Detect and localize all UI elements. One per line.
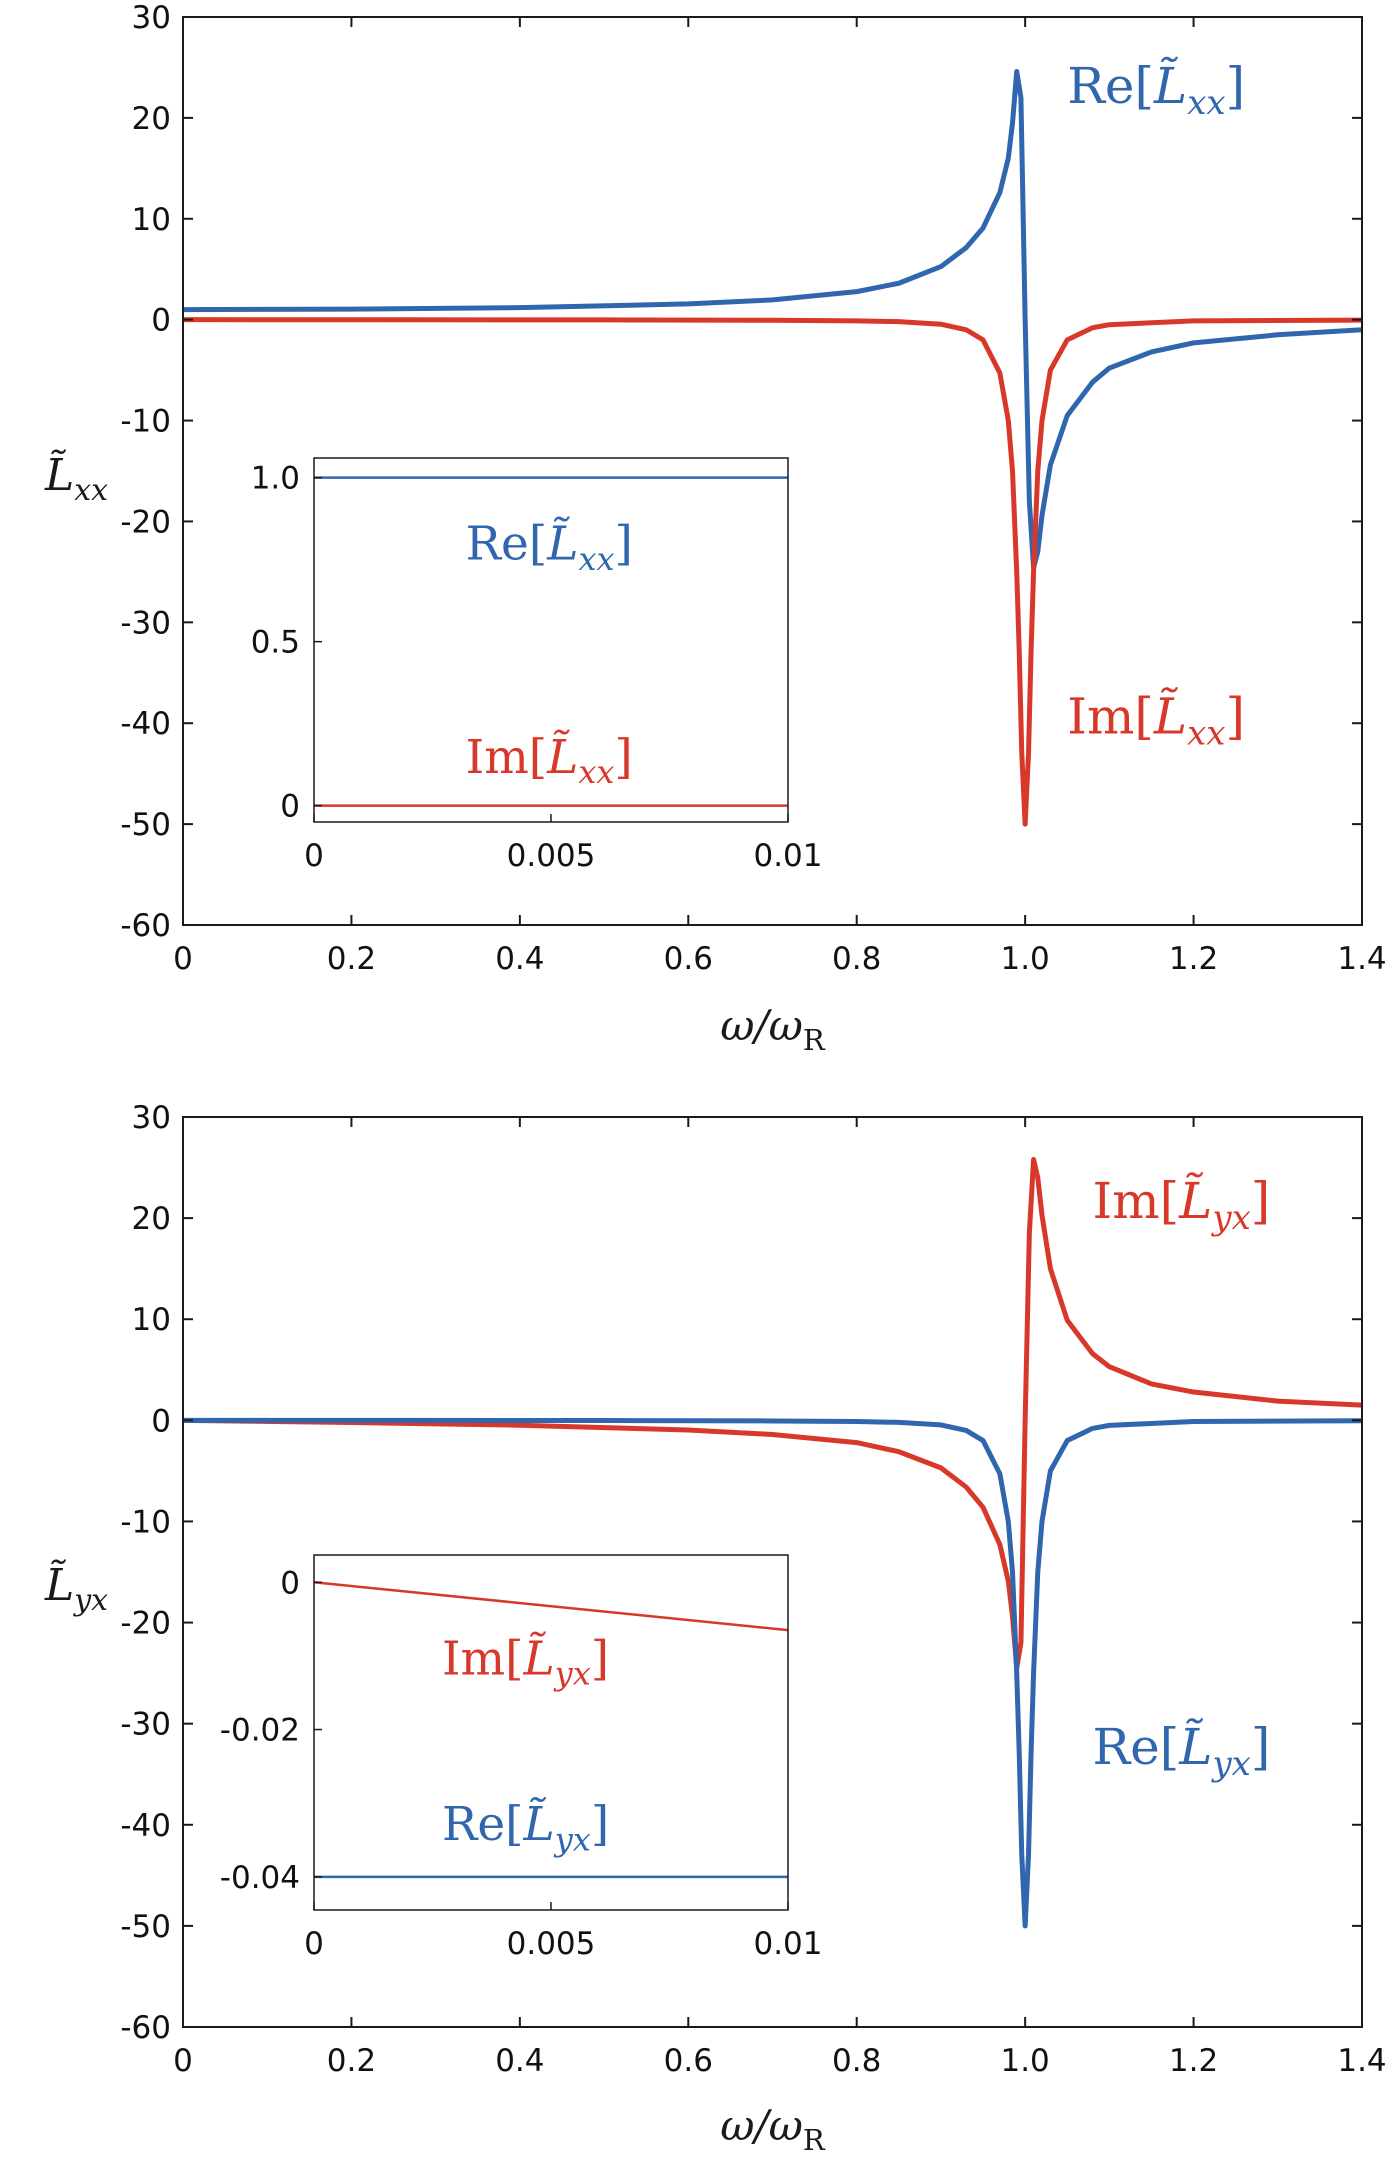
inset-y-tick-label: 1.0 — [251, 461, 300, 497]
inset-x-tick-label: 0 — [304, 838, 324, 874]
x-tick-label: 0.8 — [832, 2043, 881, 2079]
x-tick-label: 1.4 — [1337, 2043, 1386, 2079]
y-tick-label: -10 — [120, 1504, 171, 1540]
inset-y-tick-label: 0.5 — [251, 625, 300, 661]
inset-bottom: 0 0.005 0.01 0 -0.02 -0.04 Im[L̃yx] Re[L̃yx] — [220, 1554, 823, 1962]
inset-background — [314, 458, 788, 822]
inset-y-tick-label: -0.02 — [220, 1713, 300, 1749]
series-label-re: Re[L̃xx] — [1067, 56, 1245, 123]
y-tick-label: 20 — [132, 1201, 171, 1237]
y-tick-label: 30 — [132, 1100, 171, 1136]
x-tick-label: 0 — [173, 2043, 193, 2079]
inset-x-tick-label: 0.01 — [753, 838, 822, 874]
inset-x-tick-label: 0 — [304, 1926, 324, 1962]
inset-series-line-im — [313, 1581, 789, 1632]
x-tick-label: 0.6 — [664, 941, 713, 977]
series-label-re: Re[L̃yx] — [1093, 1717, 1271, 1784]
x-axis-label: ω/ωR — [720, 2101, 826, 2157]
y-tick-label: -60 — [120, 908, 171, 944]
y-tick-label: 30 — [132, 0, 171, 36]
series-line-re-bottom — [183, 1417, 1362, 1929]
x-axis-label: ω/ωR — [720, 1001, 826, 1057]
y-tick-label: -40 — [120, 1808, 171, 1844]
x-tick-label: 0 — [173, 941, 193, 977]
inset-series-label-re: Re[L̃yx] — [442, 1796, 609, 1858]
inset-y-tick-label: -0.04 — [220, 1860, 300, 1896]
series-line-im-top — [183, 317, 1362, 827]
inset-y-tick-label: 0 — [280, 1565, 300, 1601]
chart-top: 0 0.2 0.4 0.6 0.8 1.0 1.2 1.4 30 20 10 0 -10 -20 -30 -4… — [44, 0, 1387, 1057]
chart-bottom: 0 0.2 0.4 0.6 0.8 1.0 1.2 1.4 30 20 10 0 -10 -20 -30 -4… — [44, 1100, 1387, 2157]
y-tick-label: -50 — [120, 1909, 171, 1945]
x-tick-label: 0.6 — [664, 2043, 713, 2079]
y-tick-label: -30 — [120, 1707, 171, 1743]
y-tick-label: 10 — [132, 202, 171, 238]
x-tick-label: 0.2 — [327, 2043, 376, 2079]
y-tick-label: 0 — [151, 1403, 171, 1439]
inset-y-tick-label: 0 — [280, 789, 300, 825]
x-tick-label: 1.4 — [1337, 941, 1386, 977]
x-tick-label: 0.4 — [495, 941, 544, 977]
y-tick-label: -50 — [120, 807, 171, 843]
y-tick-label: -10 — [120, 404, 171, 440]
x-tick-label: 1.2 — [1169, 941, 1218, 977]
y-tick-label: -60 — [120, 2010, 171, 2046]
inset-top: 0 0.005 0.01 1.0 0.5 0 Re[L̃xx] Im[L̃xx] — [251, 457, 823, 874]
inset-series-label-im: Im[L̃xx] — [466, 729, 633, 791]
x-tick-label: 1.2 — [1169, 2043, 1218, 2079]
y-tick-label: -40 — [120, 706, 171, 742]
x-tick-label: 0.2 — [327, 941, 376, 977]
y-tick-label: 20 — [132, 101, 171, 137]
plot-frame — [182, 1116, 1363, 2028]
x-tick-label: 0.8 — [832, 941, 881, 977]
series-line-re-top — [183, 68, 1362, 571]
inset-x-tick-label: 0.005 — [507, 838, 596, 874]
inset-x-tick-label: 0.005 — [507, 1926, 596, 1962]
x-tick-label: 0.4 — [495, 2043, 544, 2079]
inset-background — [314, 1555, 788, 1910]
y-tick-label: -20 — [120, 1606, 171, 1642]
inset-x-tick-label: 0.01 — [753, 1926, 822, 1962]
y-axis-label: L̃xx — [44, 448, 108, 508]
series-label-im: Im[L̃yx] — [1093, 1171, 1271, 1238]
y-tick-label: -20 — [120, 504, 171, 540]
series-line-im-bottom — [183, 1156, 1362, 1671]
x-tick-label: 1.0 — [1000, 941, 1049, 977]
y-tick-label: -30 — [120, 605, 171, 641]
inset-series-label-re: Re[L̃xx] — [466, 516, 633, 578]
y-axis-label: L̃yx — [44, 1558, 108, 1618]
plot-frame — [182, 16, 1363, 926]
series-label-im: Im[L̃xx] — [1067, 686, 1245, 753]
inset-series-label-im: Im[L̃yx] — [442, 1631, 609, 1693]
x-tick-label: 1.0 — [1000, 2043, 1049, 2079]
y-tick-label: 10 — [132, 1302, 171, 1338]
y-tick-label: 0 — [151, 303, 171, 339]
